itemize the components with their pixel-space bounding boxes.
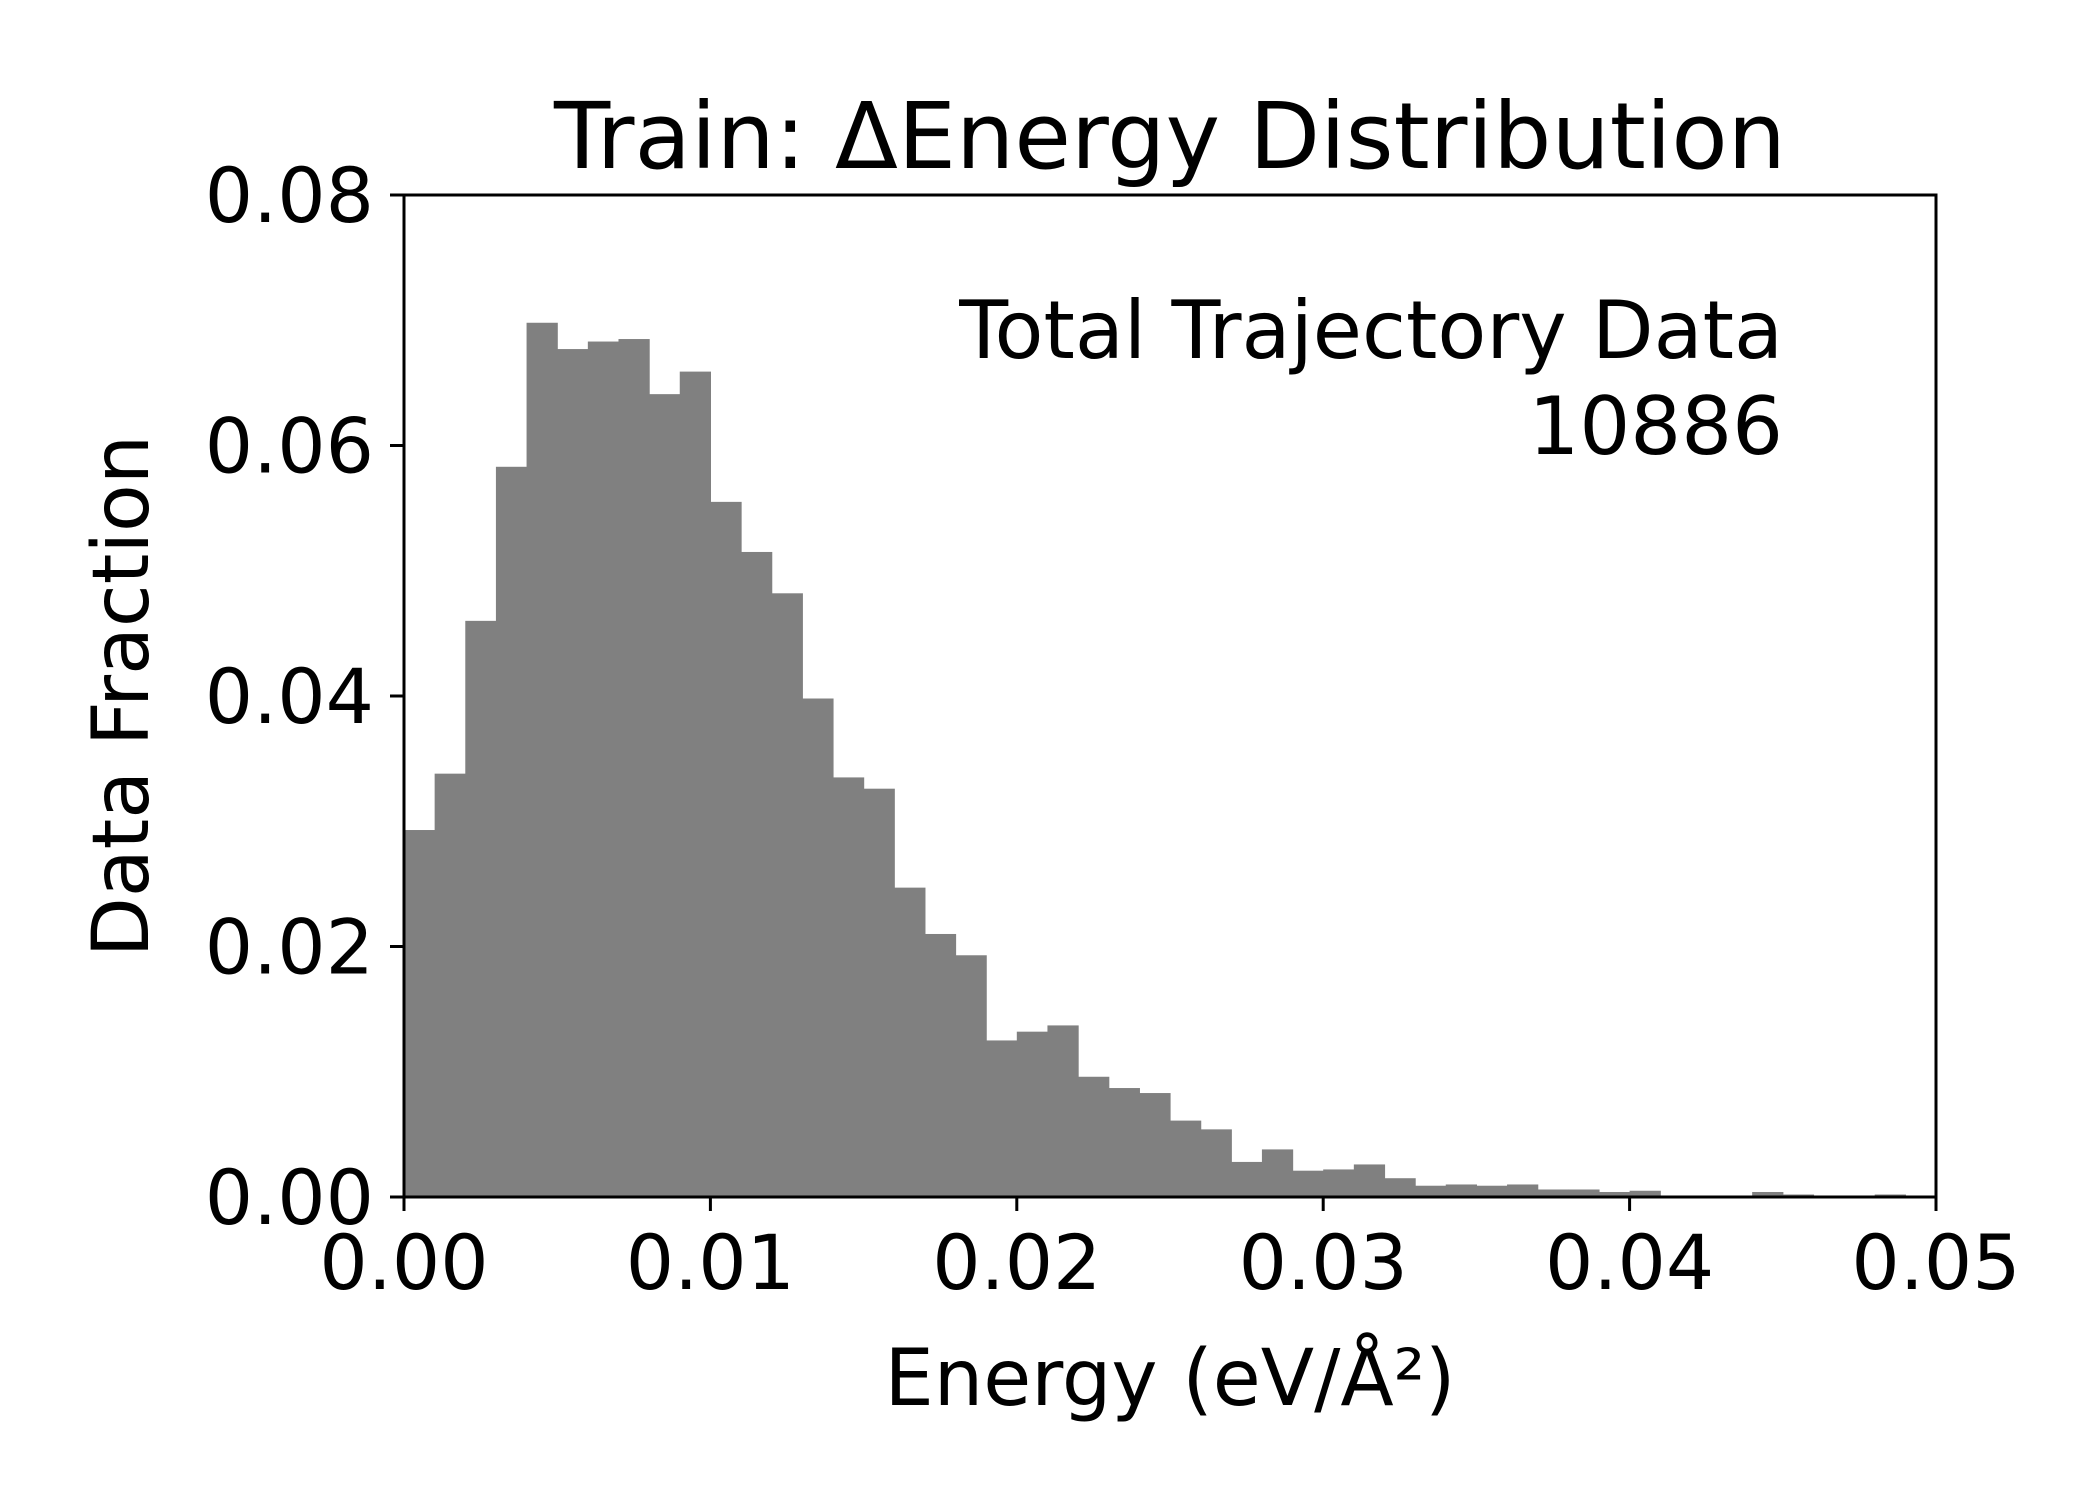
x-tick-label: 0.03	[1239, 1218, 1408, 1307]
histogram-bar	[924, 933, 957, 1197]
chart-title: Train: ΔEnergy Distribution	[553, 83, 1786, 190]
x-tick-label: 0.01	[626, 1218, 795, 1307]
histogram-bar	[1629, 1190, 1661, 1197]
histogram-bar	[1292, 1170, 1324, 1197]
histogram-bar	[1384, 1178, 1416, 1197]
histogram-bar	[1231, 1161, 1263, 1197]
histogram-bar	[1445, 1184, 1477, 1197]
y-tick-label: 0.06	[205, 402, 374, 491]
histogram-bar	[434, 773, 466, 1197]
histogram-bar	[1752, 1191, 1784, 1197]
histogram-bar	[832, 777, 865, 1197]
histogram-bar	[894, 887, 926, 1197]
histogram-bar	[1507, 1184, 1539, 1197]
y-tick-label: 0.00	[205, 1153, 374, 1242]
y-tick-label: 0.02	[205, 903, 374, 992]
histogram-bar	[1476, 1185, 1508, 1197]
histogram-bar	[526, 322, 558, 1197]
histogram-bar	[1108, 1088, 1140, 1197]
histogram-bar	[1078, 1076, 1110, 1197]
histogram-bar	[955, 955, 987, 1197]
histogram-bar	[1016, 1031, 1049, 1197]
y-axis-label: Data Fraction	[77, 435, 167, 957]
x-tick-label: 0.00	[319, 1218, 488, 1307]
histogram-bar	[465, 620, 497, 1197]
histogram-bar	[1353, 1164, 1386, 1197]
histogram-bar	[771, 593, 803, 1197]
y-tick-label: 0.04	[205, 652, 374, 741]
histogram-bar	[986, 1040, 1018, 1197]
histogram-bar	[1323, 1169, 1355, 1197]
histogram-bar	[1139, 1093, 1171, 1197]
histogram-bar	[649, 394, 681, 1198]
histogram-bar	[1261, 1149, 1294, 1197]
y-tick-label: 0.08	[205, 151, 374, 240]
histogram-bar	[1047, 1025, 1079, 1197]
annotation-line-2: 10886	[1529, 380, 1784, 473]
histogram-bar	[863, 788, 895, 1197]
histogram-bar	[1537, 1189, 1569, 1197]
x-axis: 0.00 0.01 0.02 0.03 0.04 0.05	[319, 1197, 2021, 1307]
histogram-bars	[404, 322, 1937, 1198]
histogram-bar	[741, 551, 773, 1197]
y-axis: 0.00 0.02 0.04 0.06 0.08	[205, 151, 404, 1242]
histogram-bar	[557, 349, 589, 1197]
histogram-bar	[495, 466, 528, 1198]
histogram-bar	[802, 698, 834, 1197]
histogram-bar	[710, 501, 742, 1197]
histogram-bar	[587, 341, 620, 1198]
histogram-bar	[1568, 1189, 1600, 1197]
histogram-bar	[679, 371, 711, 1197]
histogram-bar	[1200, 1129, 1232, 1197]
histogram-bar	[618, 339, 650, 1198]
x-axis-label: Energy (eV/Å²)	[885, 1332, 1456, 1424]
histogram-bar	[404, 830, 436, 1197]
x-tick-label: 0.05	[1851, 1218, 2020, 1307]
histogram-bar	[1170, 1120, 1202, 1197]
x-tick-label: 0.02	[932, 1218, 1101, 1307]
annotation-line-1: Total Trajectory Data	[958, 284, 1783, 377]
histogram-bar	[1598, 1191, 1631, 1197]
histogram-bar	[1415, 1185, 1447, 1197]
x-tick-label: 0.04	[1545, 1218, 1714, 1307]
